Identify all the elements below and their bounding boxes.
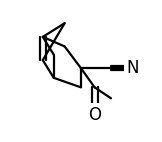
Text: O: O <box>88 106 101 124</box>
Text: N: N <box>127 59 139 77</box>
